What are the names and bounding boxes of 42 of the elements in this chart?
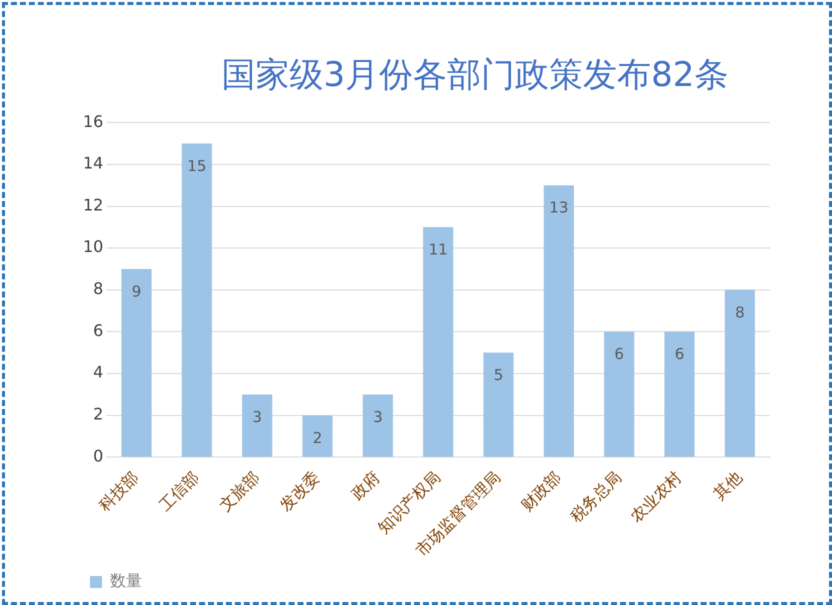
- bar: [724, 290, 755, 457]
- legend-label: 数量: [110, 571, 142, 590]
- data-label: 6: [614, 345, 624, 364]
- x-tick-label: 税务总局: [566, 467, 625, 526]
- y-tick-label: 6: [93, 320, 104, 340]
- bar: [242, 394, 272, 457]
- x-tick-label: 财政部: [517, 467, 565, 515]
- data-label: 6: [674, 345, 684, 364]
- data-label: 13: [549, 198, 568, 217]
- bar: [664, 332, 695, 457]
- bar: [182, 144, 212, 457]
- data-label: 2: [312, 428, 322, 447]
- data-label: 3: [373, 408, 383, 426]
- y-tick-label: 10: [83, 237, 104, 256]
- data-label: 8: [735, 303, 745, 322]
- x-tick-label: 政府: [348, 467, 384, 504]
- bar: [423, 227, 454, 457]
- y-tick-label: 12: [83, 195, 104, 214]
- y-tick-label: 0: [93, 446, 104, 466]
- data-label: 3: [252, 408, 262, 426]
- x-tick-label: 其他: [710, 467, 746, 504]
- data-label: 9: [132, 282, 142, 300]
- data-label: 11: [428, 240, 448, 259]
- y-tick-label: 4: [93, 362, 104, 382]
- x-tick-label: 科技部: [94, 467, 142, 515]
- x-tick-label: 工信部: [155, 467, 203, 515]
- bar: [483, 352, 514, 457]
- chart-title: 国家级3月份各部门政策发布82条: [220, 54, 730, 97]
- bar: [121, 269, 152, 457]
- y-tick-label: 14: [83, 154, 104, 173]
- y-tick-label: 16: [83, 112, 104, 131]
- bar: [362, 394, 393, 457]
- x-tick-label: 发改委: [276, 467, 324, 515]
- x-tick-label: 文旅部: [216, 467, 263, 515]
- x-tick-label: 农业农村: [626, 467, 686, 526]
- y-tick-label: 2: [93, 404, 104, 424]
- bar: [302, 415, 333, 457]
- y-tick-label: 8: [93, 279, 104, 298]
- bar: [544, 185, 574, 457]
- bar: [604, 332, 634, 457]
- data-label: 15: [187, 156, 206, 175]
- data-label: 5: [494, 366, 504, 384]
